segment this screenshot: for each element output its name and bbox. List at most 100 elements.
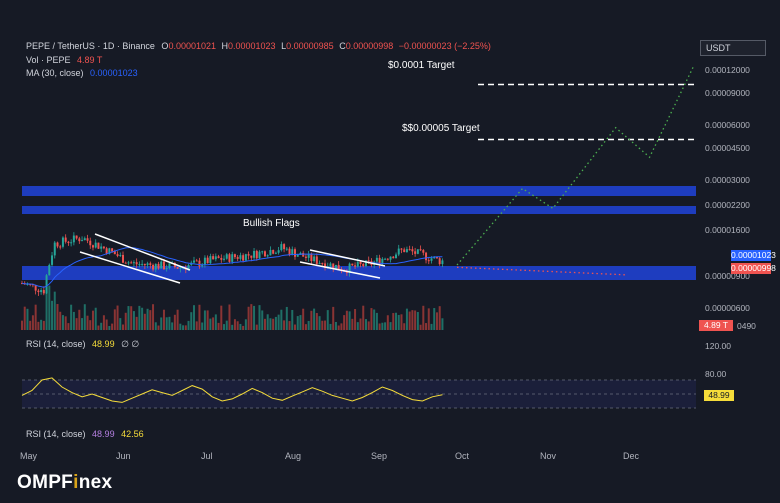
currency-button[interactable]: USDT	[700, 40, 766, 56]
candle-body	[348, 263, 351, 274]
volume-bar	[397, 314, 400, 330]
volume-legend: Vol · PEPE 4.89 T	[26, 55, 102, 65]
candle-body	[334, 264, 337, 270]
volume-bar	[97, 325, 100, 330]
volume-bar	[277, 314, 280, 330]
volume-bar	[253, 305, 256, 330]
volume-bar	[392, 313, 395, 330]
volume-bar	[441, 318, 444, 330]
candle-body	[70, 242, 73, 244]
volume-bar	[119, 318, 122, 330]
candle-body	[288, 248, 291, 255]
volume-bar	[332, 306, 335, 330]
resistance-band-lower	[22, 206, 696, 214]
close-price-badge: 0.00000998	[731, 263, 776, 274]
volume-bar	[373, 309, 376, 330]
volume-bar	[302, 308, 305, 330]
volume-bar	[31, 315, 34, 330]
candle-body	[351, 263, 354, 266]
volume-bar	[206, 310, 209, 330]
volume-bar	[157, 325, 160, 330]
volume-bar	[233, 319, 236, 330]
candle-body	[75, 235, 78, 239]
candle-body	[324, 263, 327, 268]
candle-body	[132, 262, 135, 264]
candle-body	[236, 257, 239, 259]
candle-body	[64, 237, 67, 242]
volume-bar	[304, 324, 307, 330]
price-tick-0: 0.00012000	[705, 65, 750, 75]
candle-body	[162, 261, 165, 270]
volume-bar	[411, 310, 414, 330]
volume-bar	[285, 306, 288, 330]
candle-body	[427, 260, 430, 262]
candle-body	[94, 242, 97, 248]
candle-body	[34, 284, 37, 291]
volume-bar	[384, 322, 387, 330]
rsi-legend-1: RSI (14, close) 48.99 ∅ ∅	[26, 339, 139, 350]
volume-bar	[138, 305, 141, 330]
volume-bar	[132, 311, 135, 330]
candle-body	[435, 256, 438, 259]
pattern-label: Bullish Flags	[243, 218, 300, 229]
volume-bar	[435, 312, 438, 330]
axis-label-0490: 0490	[737, 321, 756, 331]
candle-body	[48, 264, 51, 276]
volume-bar	[70, 304, 73, 330]
volume-bar	[419, 324, 422, 330]
candle-body	[291, 249, 294, 255]
volume-bar	[78, 309, 81, 330]
candle-body	[416, 249, 419, 254]
ohlc-close: 0.00000998	[345, 41, 394, 51]
candle-body	[160, 261, 163, 269]
candle-body	[397, 248, 400, 255]
volume-bar	[61, 315, 64, 330]
ohlc-high-label: H	[221, 41, 229, 51]
volume-bar	[345, 310, 348, 330]
volume-bar	[375, 312, 378, 330]
volume-bar	[381, 322, 384, 330]
candle-body	[386, 258, 389, 260]
price-tick-3: 0.00004500	[705, 142, 750, 153]
volume-bar	[29, 320, 32, 330]
projection-bullish	[456, 66, 694, 266]
volume-bar	[187, 320, 190, 330]
volume-bar	[168, 316, 171, 330]
vol-label: Vol · PEPE	[26, 55, 71, 65]
candle-body	[258, 251, 261, 259]
candle-body	[315, 256, 318, 264]
candle-body	[116, 254, 119, 256]
volume-bar	[258, 305, 261, 330]
candle-body	[53, 242, 56, 256]
candle-body	[45, 275, 48, 294]
candle-body	[100, 246, 103, 249]
candle-body	[362, 263, 365, 267]
volume-bar	[326, 310, 329, 330]
volume-bar	[48, 285, 51, 330]
ohlc-open: 0.00001021	[168, 41, 216, 51]
volume-bar	[86, 315, 89, 330]
month-label-jul: Jul	[201, 451, 213, 461]
candle-body	[168, 263, 171, 269]
volume-bar	[430, 323, 433, 330]
volume-bar	[89, 320, 92, 330]
price-tick-2: 0.00006000	[705, 120, 750, 131]
volume-bar	[395, 312, 398, 330]
ma-value: 0.00001023	[90, 68, 138, 78]
candle-body	[220, 257, 223, 260]
candle-body	[345, 271, 348, 274]
volume-bar	[351, 318, 354, 330]
volume-bar	[370, 308, 373, 330]
candle-body	[141, 263, 144, 265]
volume-bar	[378, 323, 381, 330]
candle-body	[40, 290, 43, 293]
volume-bar	[127, 306, 130, 330]
month-label-oct: Oct	[455, 451, 470, 461]
price-tick-6: 0.00001600	[705, 225, 750, 236]
candle-body	[192, 260, 195, 263]
candle-body	[195, 260, 198, 262]
candle-body	[231, 254, 234, 262]
candle-body	[105, 248, 108, 254]
candle-body	[143, 263, 146, 266]
